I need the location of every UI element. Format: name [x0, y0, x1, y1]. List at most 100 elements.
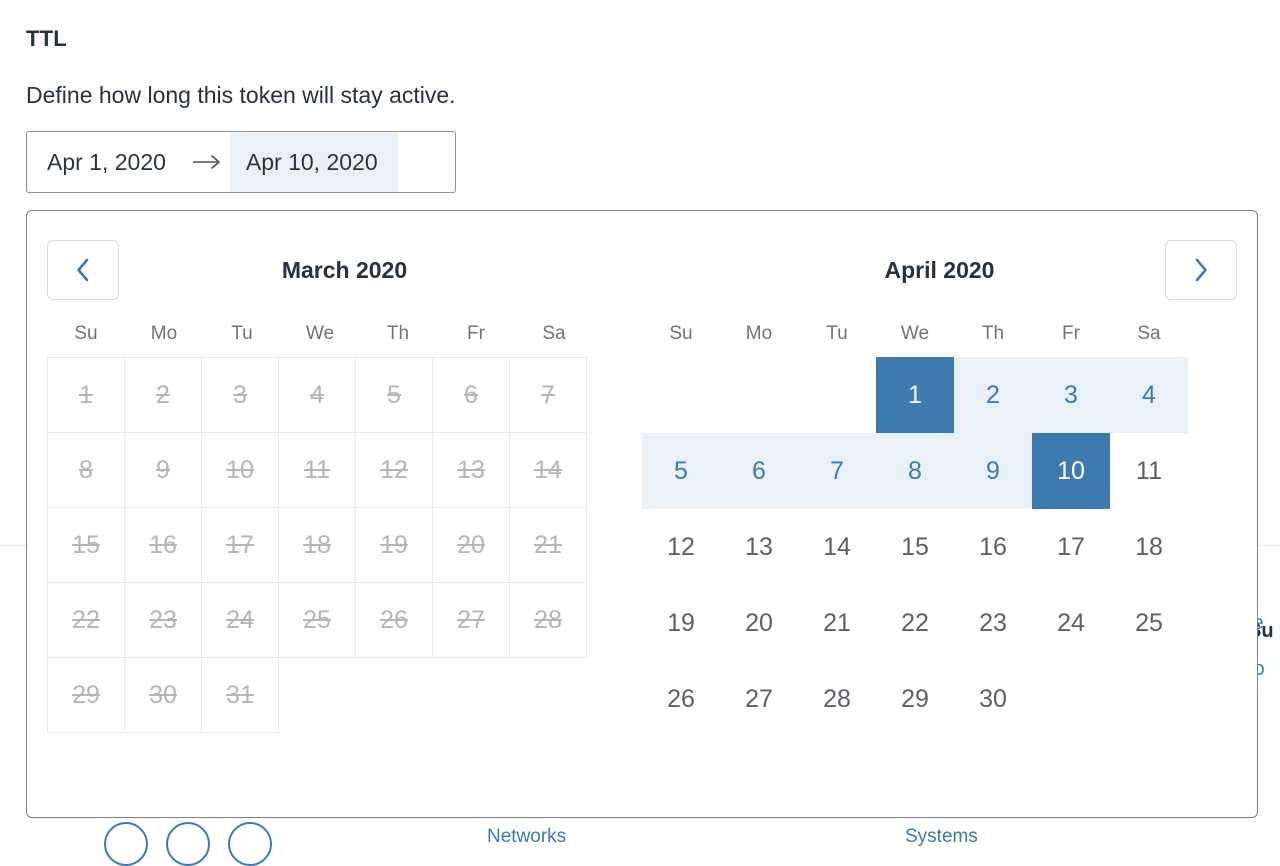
background-link-networks[interactable]: Networks: [487, 826, 567, 847]
weekday-label-th: Th: [981, 323, 1005, 344]
calendar-day[interactable]: 26: [667, 684, 695, 713]
calendar-day: 26: [355, 582, 433, 658]
calendar-week-row: 19 20 21 22 23 24 25: [642, 585, 1237, 661]
calendar-week-row: 15 16 17 18 19 20 21: [47, 507, 642, 583]
calendar-day: 22: [47, 582, 125, 658]
weekday-label-th: Th: [386, 323, 410, 344]
calendar-day-empty: [720, 357, 798, 433]
calendar-day[interactable]: 14: [823, 532, 851, 561]
calendar-day: 31: [201, 657, 279, 733]
calendar-day[interactable]: 2: [954, 357, 1032, 433]
calendar-day[interactable]: 27: [745, 684, 773, 713]
calendar-day: 27: [432, 582, 510, 658]
background-avatar-group: [104, 822, 272, 866]
calendar-day[interactable]: 8: [876, 433, 954, 509]
calendar-day[interactable]: 24: [1057, 608, 1085, 637]
calendar-day[interactable]: 17: [1057, 532, 1085, 561]
calendar-day: 4: [278, 357, 356, 433]
calendar-day[interactable]: 21: [823, 608, 851, 637]
calendar-day[interactable]: 16: [979, 532, 1007, 561]
calendar-week-row: 12 13 14 15 16 17 18: [642, 509, 1237, 585]
calendar-day: 29: [47, 657, 125, 733]
calendar-day[interactable]: 3: [1032, 357, 1110, 433]
calendar-month-title: March 2020: [281, 256, 408, 283]
calendar-day: 7: [509, 357, 587, 433]
weekday-label-tu: Tu: [826, 323, 848, 344]
calendar-week-row: 29 30 31: [47, 657, 642, 733]
calendar-day: 21: [509, 507, 587, 583]
calendar-day[interactable]: 18: [1135, 532, 1163, 561]
calendar-day[interactable]: 28: [823, 684, 851, 713]
calendar-week-row: 22 23 24 25 26 27 28: [47, 582, 642, 658]
calendar-day[interactable]: 11: [1136, 456, 1162, 485]
calendar-header: March 2020: [47, 239, 642, 301]
calendar-day[interactable]: 9: [954, 433, 1032, 509]
calendar-day[interactable]: 29: [901, 684, 929, 713]
date-range-input[interactable]: Apr 1, 2020 Apr 10, 2020: [26, 131, 456, 193]
avatar[interactable]: [104, 822, 148, 866]
calendar-day: 1: [47, 357, 125, 433]
calendar-day[interactable]: 30: [979, 684, 1007, 713]
date-range-start-field[interactable]: Apr 1, 2020: [47, 148, 166, 175]
calendar-day[interactable]: 12: [667, 532, 695, 561]
calendar-day-empty: [1032, 661, 1110, 737]
weekday-label-fr: Fr: [1062, 323, 1080, 344]
calendar-day[interactable]: 20: [745, 608, 773, 637]
calendar-month-title: April 2020: [884, 256, 995, 283]
weekday-header-row: Su Mo Tu We Th Fr Sa: [642, 323, 1237, 345]
next-month-button[interactable]: [1165, 240, 1237, 300]
calendar-day[interactable]: 22: [901, 608, 929, 637]
calendar-day-empty: [642, 357, 720, 433]
calendar-day: 5: [355, 357, 433, 433]
calendar-day[interactable]: 25: [1135, 608, 1163, 637]
calendar-day: 18: [278, 507, 356, 583]
calendar-day: 3: [201, 357, 279, 433]
avatar[interactable]: [228, 822, 272, 866]
background-link-systems[interactable]: Systems: [905, 826, 978, 847]
weekday-header-row: Su Mo Tu We Th Fr Sa: [47, 323, 642, 345]
calendar-day[interactable]: 23: [979, 608, 1007, 637]
date-range-end-field[interactable]: Apr 10, 2020: [229, 132, 398, 192]
avatar[interactable]: [166, 822, 210, 866]
arrow-right-icon: [184, 154, 230, 170]
calendar-day: 14: [509, 432, 587, 508]
calendar-day[interactable]: 10: [1032, 433, 1110, 509]
calendar-grid: 1 2 3 4 5 6 7 8 9 10 11 12 13 14 15 16 17 18 19 20 21 22 23 24 2…: [642, 357, 1237, 737]
calendar-week-row: 26 27 28 29 30: [642, 661, 1237, 737]
prev-month-button[interactable]: [47, 240, 119, 300]
calendar-day[interactable]: 5: [642, 433, 720, 509]
weekday-label-we: We: [900, 323, 930, 344]
calendar-day: 8: [47, 432, 125, 508]
calendar-day: 19: [355, 507, 433, 583]
calendar-day[interactable]: 13: [745, 532, 773, 561]
calendar-day[interactable]: 15: [901, 532, 929, 561]
calendar-day-empty: [434, 657, 512, 733]
calendar-week-row: 5 6 7 8 9 10 11: [642, 433, 1237, 509]
weekday-label-tu: Tu: [231, 323, 253, 344]
calendar-day[interactable]: 19: [667, 608, 695, 637]
calendar-day: 15: [47, 507, 125, 583]
calendar-day: 28: [509, 582, 587, 658]
calendar-day: 11: [278, 432, 356, 508]
weekday-label-sa: Sa: [1137, 323, 1161, 344]
calendar-day: 12: [355, 432, 433, 508]
weekday-label-sa: Sa: [542, 323, 566, 344]
calendar-grid: 1 2 3 4 5 6 7 8 9 10 11 12 13 14 15 16 17 18 19 20 21 22 23 24 2…: [47, 357, 642, 733]
calendar-day: 10: [201, 432, 279, 508]
calendar-day[interactable]: 7: [798, 433, 876, 509]
calendar-day: 25: [278, 582, 356, 658]
weekday-label-we: We: [305, 323, 335, 344]
calendar-day[interactable]: 6: [720, 433, 798, 509]
calendar-day: 6: [432, 357, 510, 433]
weekday-label-mo: Mo: [745, 323, 773, 344]
page-description: Define how long this token will stay act…: [26, 82, 456, 108]
calendar-day[interactable]: 4: [1110, 357, 1188, 433]
calendar-day[interactable]: 1: [876, 357, 954, 433]
page-title: TTL: [26, 26, 67, 51]
calendar-day-empty: [798, 357, 876, 433]
